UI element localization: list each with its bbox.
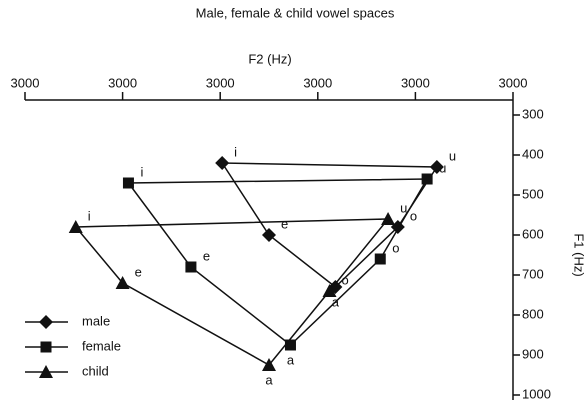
marker-diamond <box>429 160 444 174</box>
marker-triangle <box>115 276 130 289</box>
point-label: e <box>135 264 142 279</box>
point-label: o <box>342 272 349 287</box>
marker-square <box>374 253 386 265</box>
x-tick-label: 3000 <box>499 75 528 90</box>
y-tick-label: 600 <box>522 226 544 241</box>
point-label: i <box>140 164 143 179</box>
point-label: u <box>400 200 407 215</box>
point-label: i <box>234 144 237 159</box>
point-label: u <box>439 160 446 175</box>
y-tick-label: 500 <box>522 186 544 201</box>
y-tick-label: 800 <box>522 306 544 321</box>
marker-triangle <box>39 365 53 378</box>
point-label: a <box>287 352 295 367</box>
y-tick-label: 400 <box>522 146 544 161</box>
marker-triangle <box>381 212 396 225</box>
marker-diamond <box>39 315 53 329</box>
x-axis-label: F2 (Hz) <box>248 51 291 66</box>
point-label: e <box>203 248 210 263</box>
x-tick-label: 3000 <box>303 75 332 90</box>
marker-square <box>185 261 197 273</box>
marker-square <box>40 341 52 353</box>
series-line <box>74 218 390 366</box>
x-tick-label: 3000 <box>401 75 430 90</box>
point-label: o <box>410 208 417 223</box>
y-tick-label: 1000 <box>522 386 551 401</box>
y-tick-label: 900 <box>522 346 544 361</box>
y-tick-label: 300 <box>522 106 544 121</box>
legend-label: female <box>82 338 121 353</box>
marker-triangle <box>262 358 276 371</box>
marker-diamond <box>262 228 276 242</box>
point-label: o <box>392 240 399 255</box>
series-line <box>126 178 429 346</box>
marker-diamond <box>215 156 230 170</box>
point-label: i <box>88 208 91 223</box>
chart-title: Male, female & child vowel spaces <box>196 5 395 20</box>
point-label: u <box>449 148 456 163</box>
marker-square <box>421 173 433 185</box>
legend-label: child <box>82 363 109 378</box>
marker-triangle <box>68 220 83 233</box>
point-label: a <box>265 372 273 387</box>
x-tick-label: 3000 <box>108 75 137 90</box>
x-tick-label: 3000 <box>206 75 235 90</box>
marker-square <box>122 177 134 189</box>
marker-square <box>284 339 296 351</box>
marker-triangle <box>322 284 337 297</box>
point-label: e <box>281 216 288 231</box>
legend-label: male <box>82 313 110 328</box>
y-axis-label: F1 (Hz) <box>572 233 587 276</box>
y-tick-label: 700 <box>522 266 544 281</box>
x-tick-label: 3000 <box>11 75 40 90</box>
